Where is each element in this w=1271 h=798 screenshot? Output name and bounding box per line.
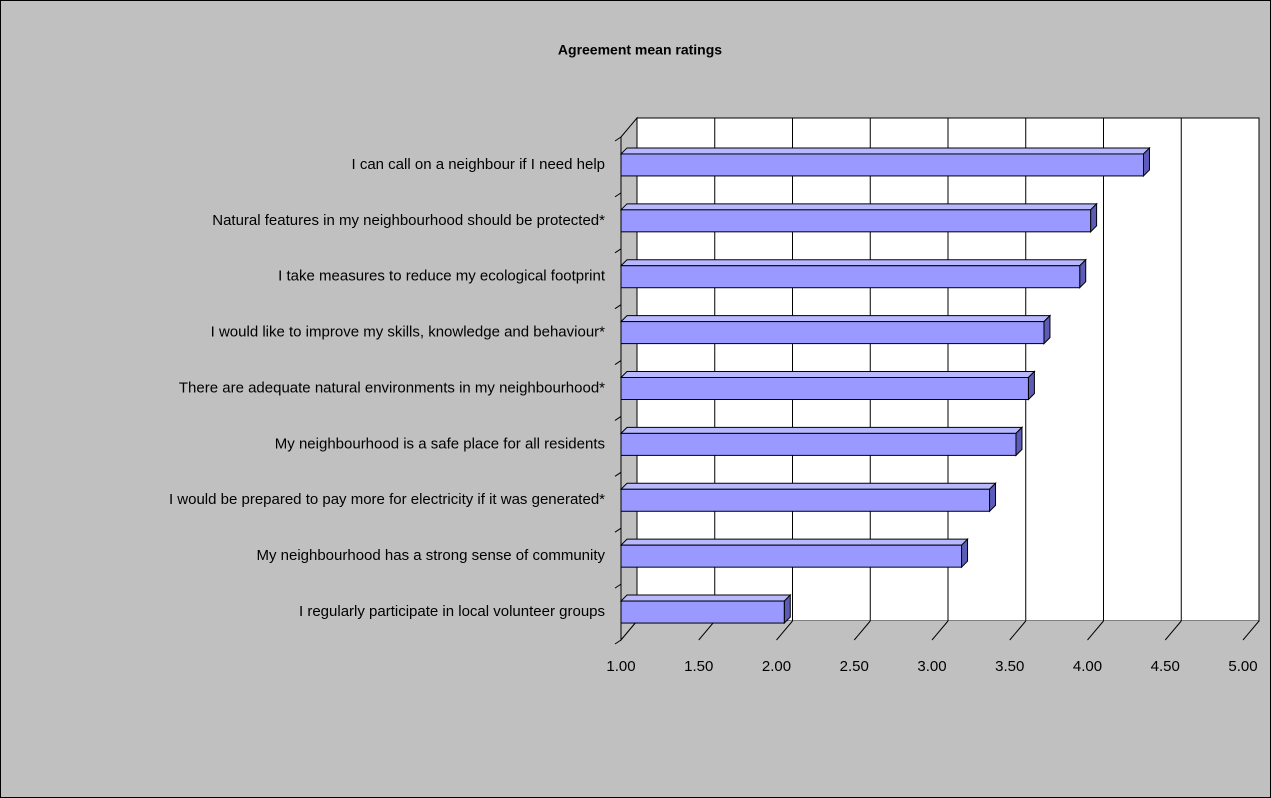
x-tick-label: 4.00: [1073, 658, 1102, 675]
bar-front: [620, 544, 963, 568]
y-tick: [614, 136, 622, 142]
x-tick-label: 2.50: [840, 658, 869, 675]
x-tick-label: 3.50: [995, 658, 1024, 675]
x-tick-label: 1.50: [684, 658, 713, 675]
y-tick-label: I take measures to reduce my ecological …: [278, 268, 606, 285]
y-tick-label: I would be prepared to pay more for elec…: [169, 491, 605, 508]
bar-front: [620, 600, 785, 624]
bar: [619, 202, 1098, 234]
floor-grid-line: [1242, 620, 1260, 641]
bar-front: [620, 265, 1081, 289]
floor-grid-line: [931, 620, 949, 641]
bar-front: [620, 209, 1092, 233]
bar-top: [619, 538, 969, 546]
bar-front: [620, 377, 1029, 400]
floor-grid-line: [1087, 620, 1104, 641]
floor-grid-line: [698, 620, 716, 641]
y-tick-label: I would like to improve my skills, knowl…: [211, 324, 606, 341]
chart-title: Agreement mean ratings: [558, 42, 722, 58]
floor-grid-line: [853, 620, 871, 641]
bar: [619, 146, 1151, 178]
bar-top: [619, 371, 1036, 378]
y-tick: [614, 304, 622, 310]
y-tick-label: There are adequate natural environments …: [179, 379, 605, 396]
y-tick-label: Natural features in my neighbourhood sho…: [212, 212, 605, 229]
y-tick-label: My neighbourhood has a strong sense of c…: [256, 547, 605, 564]
y-tick-label: My neighbourhood is a safe place for all…: [275, 435, 605, 452]
bar-top: [619, 147, 1151, 155]
x-tick-label: 4.50: [1151, 658, 1180, 675]
bar-top: [619, 315, 1052, 323]
y-tick: [614, 471, 622, 477]
y-tick: [614, 416, 622, 421]
bar: [619, 314, 1052, 345]
x-tick-label: 2.00: [762, 658, 791, 675]
y-tick-label: I can call on a neighbour if I need help: [351, 156, 605, 173]
y-tick: [614, 583, 622, 589]
y-tick: [614, 192, 622, 198]
x-tick-label: 1.00: [606, 658, 635, 675]
bar-front: [620, 432, 1017, 456]
bar-top: [619, 482, 997, 490]
y-tick: [614, 639, 622, 645]
bar-top: [619, 259, 1087, 267]
y-tick: [614, 360, 622, 365]
floor-grid-line: [620, 620, 638, 641]
y-tick-label: I regularly participate in local volunte…: [299, 603, 605, 620]
bar: [619, 482, 997, 513]
bar: [619, 426, 1024, 457]
y-tick: [614, 248, 622, 254]
floor-grid-line: [1164, 620, 1182, 641]
bar: [619, 593, 792, 625]
bar-top: [619, 594, 792, 602]
floor-grid-line: [776, 620, 793, 641]
bar-top: [619, 426, 1024, 434]
bar: [619, 537, 969, 569]
floor-grid-line: [1009, 620, 1027, 641]
y-tick: [614, 527, 622, 533]
bar: [619, 258, 1087, 289]
bar-front: [620, 153, 1144, 177]
bar-front: [620, 321, 1045, 345]
x-tick-label: 5.00: [1228, 658, 1257, 675]
bar-front: [620, 488, 991, 512]
bar-top: [619, 203, 1098, 211]
x-tick-label: 3.00: [917, 658, 946, 675]
bar: [619, 370, 1036, 401]
